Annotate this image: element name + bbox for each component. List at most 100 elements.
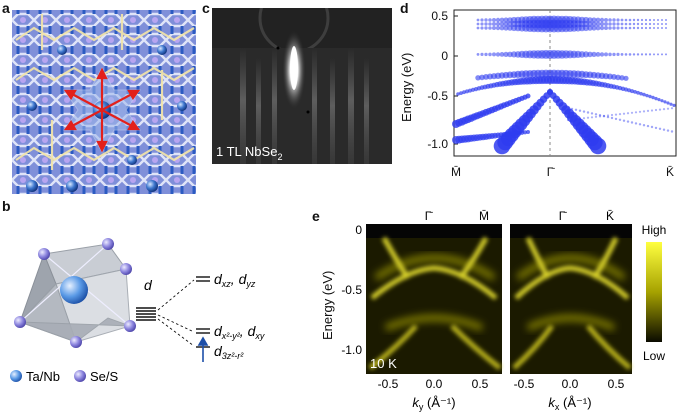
band-marker: [582, 24, 590, 32]
band-marker: [662, 108, 666, 111]
band-marker: [630, 89, 634, 94]
band-marker: [646, 124, 650, 128]
band-marker: [622, 119, 626, 122]
band-marker: [666, 129, 670, 132]
band-marker: [476, 18, 480, 22]
band-marker: [646, 109, 650, 112]
xtick-label: -0.5: [514, 377, 535, 391]
band-marker: [610, 116, 614, 120]
xlabel-right: kx (Å⁻¹): [548, 395, 591, 412]
band-marker: [628, 18, 632, 22]
band-marker: [590, 112, 594, 115]
band-marker: [599, 17, 605, 23]
band-marker: [616, 18, 620, 22]
band-marker: [612, 26, 616, 30]
band-marker: [614, 117, 618, 121]
rheed-pattern-image: 1 TL NbSe2: [212, 8, 392, 164]
band-marker: [456, 92, 460, 96]
band-marker: [591, 21, 597, 27]
band-marker: [662, 128, 666, 131]
band-marker: [488, 22, 492, 26]
band-marker: [608, 26, 612, 30]
band-marker: [586, 111, 590, 114]
band-marker: [612, 18, 616, 22]
panel-label-d: d: [400, 0, 409, 16]
band-marker: [653, 27, 655, 29]
band-marker: [645, 93, 649, 98]
band-marker: [570, 107, 574, 111]
band-marker: [638, 123, 642, 126]
band-marker: [644, 22, 648, 26]
lower-orbital-label: d3z²-r²: [214, 343, 244, 361]
band-marker: [476, 53, 480, 56]
band-marker: [582, 110, 586, 113]
band-marker: [526, 130, 530, 134]
band-marker: [650, 125, 654, 129]
band-marker: [657, 53, 659, 56]
ytick-label: -0.5: [341, 283, 362, 297]
colorbar: [646, 242, 662, 342]
band-marker: [653, 19, 655, 21]
band-marker: [640, 26, 644, 30]
band-marker: [594, 115, 598, 118]
band-marker: [595, 52, 601, 57]
legend-ta-nb-icon: [10, 370, 22, 382]
band-marker: [499, 21, 505, 27]
band-marker: [644, 53, 648, 56]
band-marker: [488, 52, 492, 57]
band-marker: [599, 25, 605, 31]
band-marker: [587, 21, 593, 27]
band-marker: [626, 112, 630, 115]
band-marker: [587, 51, 593, 58]
xtick-label: 0.5: [608, 377, 625, 391]
band-marker: [624, 22, 628, 26]
band-marker: [620, 22, 624, 26]
band-marker: [606, 114, 610, 117]
xtick-label: 0.0: [426, 377, 443, 391]
band-marker: [499, 52, 505, 57]
crystal-structure-image: [12, 10, 196, 194]
band-marker: [623, 75, 629, 81]
band-marker: [598, 115, 602, 118]
band-marker: [628, 53, 632, 56]
colorbar-low-label: Low: [643, 349, 665, 363]
band-marker: [661, 53, 663, 56]
band-marker: [484, 22, 488, 26]
band-marker: [495, 52, 501, 57]
band-marker: [624, 53, 628, 56]
band-marker: [604, 52, 608, 57]
band-marker: [599, 21, 605, 27]
band-marker: [648, 22, 652, 26]
band-marker: [599, 52, 605, 57]
panel-label-b: b: [2, 198, 11, 214]
band-marker: [636, 18, 640, 22]
band-marker: [642, 110, 646, 113]
band-marker: [648, 26, 652, 30]
band-marker: [619, 75, 625, 81]
panel-d-ylabel: Energy (eV): [399, 52, 414, 122]
xlabel-left: ky (Å⁻¹): [412, 395, 455, 412]
band-marker: [595, 25, 601, 31]
middle-orbital-label: dx²-y², dxy: [214, 323, 265, 341]
legend-ta-nb-label: Ta/Nb: [26, 369, 60, 384]
band-marker: [604, 26, 608, 30]
band-marker: [492, 52, 496, 57]
band-marker: [620, 26, 624, 30]
band-marker: [628, 26, 632, 30]
panel-e-ylabel: Energy (eV): [320, 270, 335, 340]
panel-label-e: e: [312, 208, 320, 224]
band-marker: [587, 25, 593, 31]
ytick-label: 0: [355, 223, 362, 237]
band-marker: [665, 53, 667, 56]
band-marker: [648, 53, 652, 56]
band-marker: [602, 115, 606, 118]
band-marker: [648, 18, 652, 22]
band-marker: [492, 22, 496, 26]
band-marker: [654, 108, 658, 112]
band-marker: [525, 93, 531, 99]
band-marker: [608, 22, 612, 26]
band-marker: [598, 114, 602, 117]
band-marker: [590, 116, 594, 119]
band-marker: [495, 17, 501, 23]
band-marker: [475, 75, 481, 81]
